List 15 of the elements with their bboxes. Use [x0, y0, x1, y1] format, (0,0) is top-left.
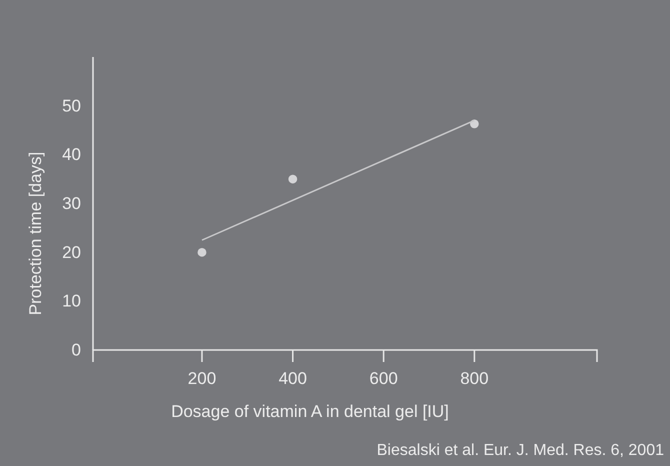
point: [198, 248, 206, 257]
x-tick-label: 600: [369, 369, 398, 388]
x-axis-title: Dosage of vitamin A in dental gel [IU]: [171, 402, 449, 421]
y-axis-title: Protection time [days]: [26, 152, 45, 316]
x-tick-label: 800: [460, 369, 489, 388]
y-tick-label: 0: [72, 340, 81, 360]
y-tick-label: 40: [62, 145, 81, 164]
y-tick-label: 50: [62, 96, 81, 116]
y-tick-label: 20: [62, 242, 81, 262]
x-tick-label: 200: [188, 369, 216, 388]
point: [288, 174, 298, 184]
y-tick-label: 30: [62, 194, 81, 213]
x-tick-label: 400: [278, 369, 307, 388]
text: Biesalski et al. Eur. J. Med. Res. 6, 2001: [376, 442, 664, 459]
y-tick-label: 10: [62, 292, 81, 311]
